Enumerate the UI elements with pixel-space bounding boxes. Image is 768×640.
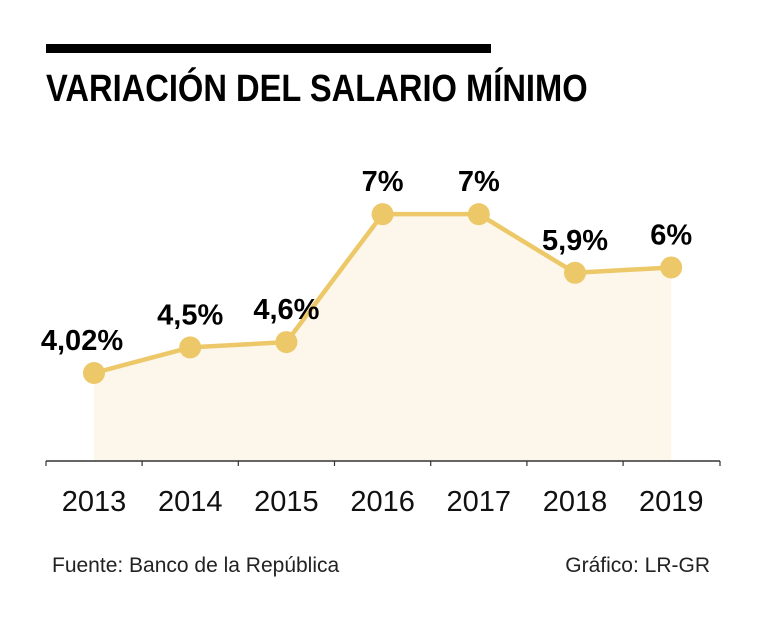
tick-labels-layer: 2013 2014 2015 2016 2017 2018 2019 bbox=[62, 486, 704, 518]
x-tick-label: 2016 bbox=[350, 486, 415, 518]
x-tick-label: 2019 bbox=[639, 486, 704, 518]
data-point bbox=[660, 256, 683, 279]
data-label: 7% bbox=[362, 166, 404, 198]
data-label: 5,9% bbox=[542, 225, 608, 257]
x-tick-label: 2014 bbox=[158, 486, 223, 518]
title-rule bbox=[46, 44, 491, 53]
x-tick-label: 2017 bbox=[447, 486, 512, 518]
x-axis bbox=[45, 460, 721, 466]
area-fill bbox=[94, 214, 672, 461]
data-point bbox=[371, 203, 394, 226]
data-label: 4,02% bbox=[41, 325, 123, 357]
data-labels-layer: 4,02% 4,5% 4,6% 7% 7% 5,9% 6% bbox=[41, 166, 692, 357]
data-point bbox=[564, 261, 586, 284]
chart-title: VARIACIÓN DEL SALARIO MÍNIMO bbox=[46, 68, 588, 110]
x-tick-label: 2018 bbox=[543, 486, 608, 518]
data-point bbox=[467, 203, 490, 226]
data-point bbox=[179, 336, 202, 359]
x-tick-label: 2013 bbox=[62, 486, 127, 518]
data-points-layer bbox=[83, 203, 683, 384]
data-point bbox=[83, 362, 105, 384]
data-label: 6% bbox=[650, 219, 692, 251]
data-label: 7% bbox=[458, 166, 500, 198]
area-fill-layer bbox=[94, 214, 672, 461]
data-label: 4,6% bbox=[253, 294, 319, 326]
source-note: Fuente: Banco de la República bbox=[52, 554, 340, 577]
x-tick-label: 2015 bbox=[254, 486, 319, 518]
data-label: 4,5% bbox=[157, 299, 223, 331]
data-point bbox=[275, 331, 298, 354]
credit-note: Gráfico: LR-GR bbox=[565, 554, 710, 577]
